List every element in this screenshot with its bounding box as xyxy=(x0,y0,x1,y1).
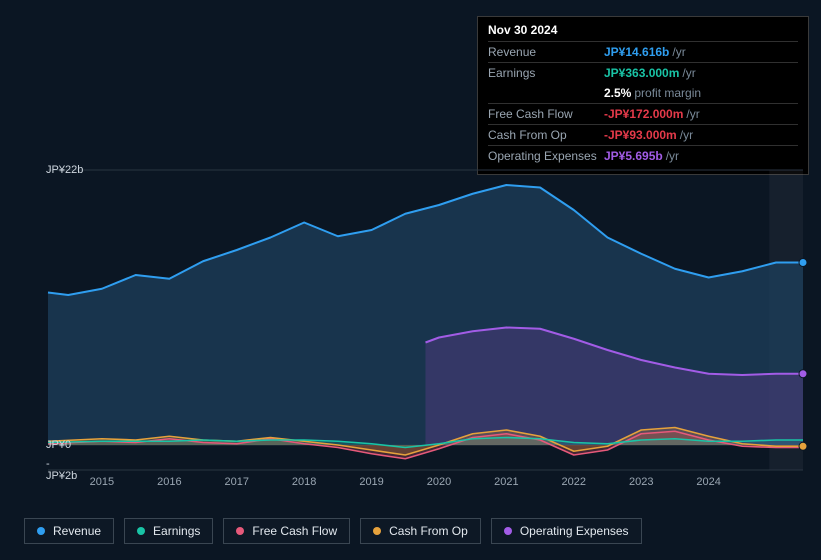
legend-color-dot xyxy=(236,527,244,535)
x-axis-label: 2018 xyxy=(292,476,316,488)
tooltip-row: Cash From Op-JP¥93.000m/yr xyxy=(488,124,798,145)
chart-legend: Revenue Earnings Free Cash Flow Cash From O… xyxy=(24,518,642,544)
financial-chart[interactable]: JP¥22bJP¥0-JP¥2b201520162017201820192020… xyxy=(18,170,803,470)
x-axis-label: 2019 xyxy=(359,476,383,488)
tooltip-metric-label: Earnings xyxy=(488,66,604,80)
tooltip-metric-label xyxy=(488,86,604,100)
tooltip-metric-label: Cash From Op xyxy=(488,128,604,142)
tooltip-metric-label: Free Cash Flow xyxy=(488,107,604,121)
tooltip-row: 2.5%profit margin xyxy=(488,83,798,103)
tooltip-row: RevenueJP¥14.616b/yr xyxy=(488,41,798,62)
tooltip-date: Nov 30 2024 xyxy=(488,23,798,37)
x-axis-label: 2024 xyxy=(696,476,720,488)
legend-item-operating-expenses[interactable]: Operating Expenses xyxy=(491,518,642,544)
legend-color-dot xyxy=(504,527,512,535)
tooltip-row: Free Cash Flow-JP¥172.000m/yr xyxy=(488,103,798,124)
x-axis-label: 2015 xyxy=(90,476,114,488)
tooltip-row: Operating ExpensesJP¥5.695b/yr xyxy=(488,145,798,166)
legend-label: Operating Expenses xyxy=(520,524,629,538)
x-axis-label: 2022 xyxy=(562,476,586,488)
legend-item-free-cash-flow[interactable]: Free Cash Flow xyxy=(223,518,350,544)
legend-label: Cash From Op xyxy=(389,524,468,538)
x-axis-label: 2021 xyxy=(494,476,518,488)
tooltip-metric-value: JP¥5.695b/yr xyxy=(604,149,679,163)
x-axis-label: 2023 xyxy=(629,476,653,488)
legend-label: Free Cash Flow xyxy=(252,524,337,538)
tooltip-metric-value: JP¥363.000m/yr xyxy=(604,66,696,80)
tooltip-metric-value: 2.5%profit margin xyxy=(604,86,701,100)
legend-item-earnings[interactable]: Earnings xyxy=(124,518,213,544)
tooltip-metric-value: JP¥14.616b/yr xyxy=(604,45,686,59)
legend-label: Revenue xyxy=(53,524,101,538)
tooltip-metric-label: Operating Expenses xyxy=(488,149,604,163)
legend-label: Earnings xyxy=(153,524,200,538)
tooltip-metric-value: -JP¥172.000m/yr xyxy=(604,107,700,121)
tooltip-metric-label: Revenue xyxy=(488,45,604,59)
legend-item-revenue[interactable]: Revenue xyxy=(24,518,114,544)
financials-tooltip: Nov 30 2024 RevenueJP¥14.616b/yrEarnings… xyxy=(477,16,809,175)
x-axis-label: 2020 xyxy=(427,476,451,488)
legend-item-cash-from-op[interactable]: Cash From Op xyxy=(360,518,481,544)
tooltip-row: EarningsJP¥363.000m/yr xyxy=(488,62,798,83)
legend-color-dot xyxy=(373,527,381,535)
legend-color-dot xyxy=(37,527,45,535)
legend-color-dot xyxy=(137,527,145,535)
tooltip-metric-value: -JP¥93.000m/yr xyxy=(604,128,693,142)
x-axis-label: 2017 xyxy=(225,476,249,488)
x-axis-label: 2016 xyxy=(157,476,181,488)
